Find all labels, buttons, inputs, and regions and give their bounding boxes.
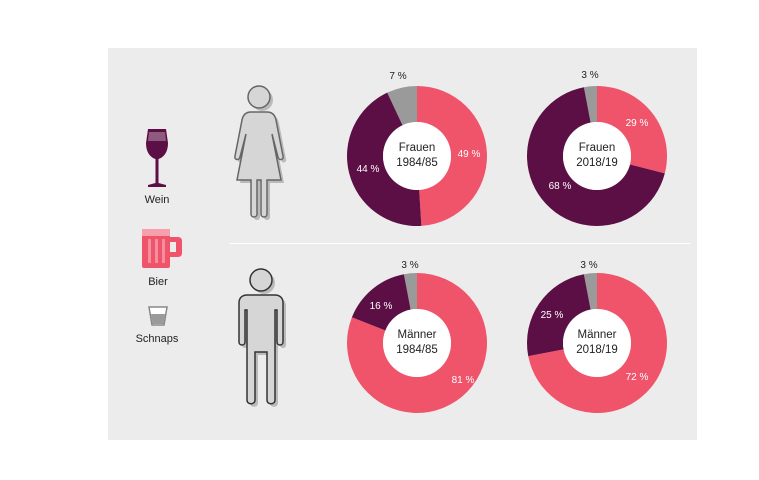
- legend-label-wein: Wein: [144, 194, 170, 206]
- donut-center-label: Männer 1984/85: [377, 328, 457, 358]
- donut-slice-wein: [527, 274, 591, 357]
- donut-slice-wein: [346, 92, 422, 226]
- donut-slice-schnaps: [387, 86, 417, 126]
- shot-glass-icon: [148, 306, 168, 326]
- donut-center-line1: Männer: [397, 329, 437, 341]
- legend-label-schnaps: Schnaps: [135, 333, 179, 345]
- slice-label-bier: 29 %: [625, 118, 649, 129]
- donut-center-line2: 2018/19: [576, 157, 618, 169]
- donut-hole: [563, 122, 631, 190]
- female-figure-icon: [234, 85, 287, 220]
- donut-chart-frauen-2018: [527, 86, 667, 226]
- donut-center-line2: 2018/19: [576, 344, 618, 356]
- donut-chart-frauen-1984: [346, 86, 488, 226]
- legend-label-bier: Bier: [148, 276, 168, 288]
- wine-glass-icon: [146, 129, 168, 187]
- donut-hole: [383, 309, 451, 377]
- male-figure-icon: [238, 268, 286, 407]
- donut-center-line2: 1984/85: [396, 157, 438, 169]
- donut-center-label: Männer 2018/19: [557, 328, 637, 358]
- donut-slice-bier: [347, 273, 487, 413]
- slice-label-bier: 72 %: [625, 372, 649, 383]
- donut-center-label: Frauen 2018/19: [557, 141, 637, 171]
- slice-label-schnaps: 3 %: [581, 70, 599, 81]
- donut-center-label: Frauen 1984/85: [377, 141, 457, 171]
- donut-slice-wein: [527, 87, 665, 226]
- donut-center-line1: Männer: [577, 329, 617, 341]
- donut-slice-wein: [351, 274, 411, 331]
- donut-hole: [383, 122, 451, 190]
- donut-slice-bier: [417, 86, 488, 226]
- slice-label-schnaps: 3 %: [580, 260, 598, 271]
- slice-label-wein: 68 %: [548, 181, 572, 192]
- slice-label-bier: 49 %: [457, 149, 481, 160]
- donut-chart-maenner-1984: [347, 273, 487, 413]
- slice-label-bier: 81 %: [451, 375, 475, 386]
- donut-chart-maenner-2018: [527, 273, 667, 413]
- donut-slice-schnaps: [403, 273, 417, 310]
- donut-slice-schnaps: [583, 86, 597, 123]
- donut-slice-bier: [528, 273, 667, 413]
- section-divider: [230, 243, 690, 244]
- donut-center-line2: 1984/85: [396, 344, 438, 356]
- slice-label-schnaps: 3 %: [401, 260, 419, 271]
- slice-label-wein: 44 %: [356, 164, 380, 175]
- donut-slice-bier: [597, 86, 667, 174]
- donut-center-line1: Frauen: [578, 142, 616, 154]
- beer-mug-icon: [142, 229, 182, 268]
- slice-label-wein: 25 %: [540, 310, 564, 321]
- slice-label-schnaps: 7 %: [389, 71, 407, 82]
- donut-hole: [563, 309, 631, 377]
- donut-slice-schnaps: [583, 273, 597, 310]
- slice-label-wein: 16 %: [369, 301, 393, 312]
- donut-center-line1: Frauen: [398, 142, 436, 154]
